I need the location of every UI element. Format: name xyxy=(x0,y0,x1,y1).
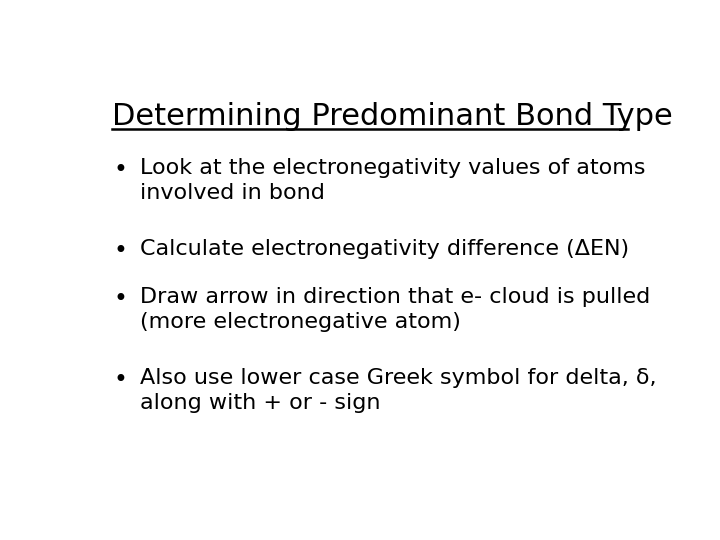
Text: Look at the electronegativity values of atoms
involved in bond: Look at the electronegativity values of … xyxy=(140,158,646,203)
Text: Determining Predominant Bond Type: Determining Predominant Bond Type xyxy=(112,102,673,131)
Text: Also use lower case Greek symbol for delta, δ,
along with + or - sign: Also use lower case Greek symbol for del… xyxy=(140,368,657,413)
Text: Calculate electronegativity difference (ΔEN): Calculate electronegativity difference (… xyxy=(140,239,629,259)
Text: •: • xyxy=(114,287,127,311)
Text: Draw arrow in direction that e- cloud is pulled
(more electronegative atom): Draw arrow in direction that e- cloud is… xyxy=(140,287,650,332)
Text: •: • xyxy=(114,158,127,183)
Text: •: • xyxy=(114,239,127,264)
Text: •: • xyxy=(114,368,127,393)
